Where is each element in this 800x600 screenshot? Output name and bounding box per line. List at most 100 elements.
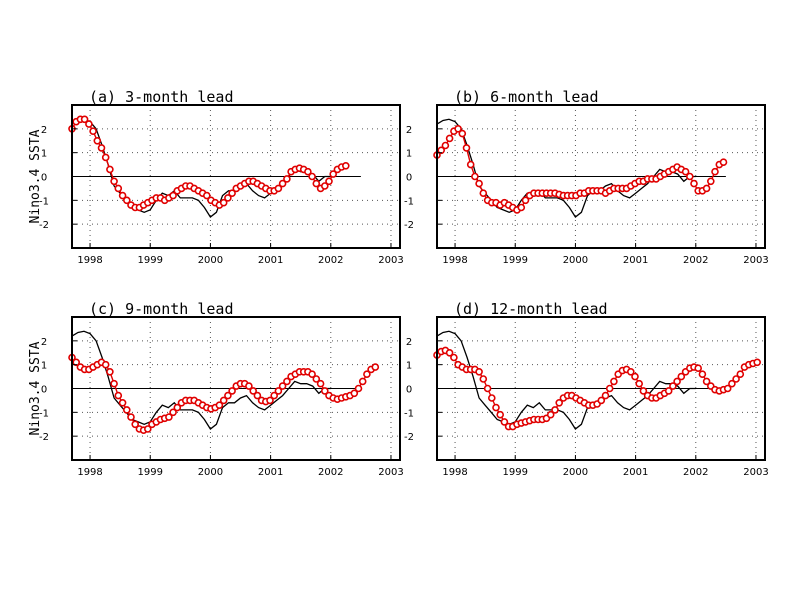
y-axis-label: Nino3.4 SSTA [28, 129, 43, 223]
y-tick-label: -1 [39, 408, 49, 419]
forecast-point [80, 115, 89, 124]
forecast-point [441, 141, 450, 150]
forecast-point [358, 377, 367, 386]
forecast-point [85, 120, 93, 128]
x-tick-label: 2000 [198, 255, 223, 266]
forecast-point [437, 146, 446, 155]
forecast-point [173, 403, 182, 412]
x-tick-label: 2003 [743, 255, 768, 266]
x-tick-label: 1998 [442, 255, 467, 266]
forecast-point [249, 387, 257, 395]
forecast-point [228, 189, 236, 197]
forecast-point [719, 158, 728, 166]
forecast-point [445, 134, 454, 143]
forecast-point [320, 387, 329, 395]
y-tick-label: 0 [406, 385, 412, 396]
observed-line [71, 330, 331, 430]
forecast-point [521, 196, 530, 205]
forecast-point [639, 387, 648, 395]
forecast-point [483, 384, 492, 393]
x-tick-label: 1999 [138, 467, 163, 478]
forecast-point [597, 396, 606, 405]
y-tick-label: 2 [406, 125, 412, 136]
forecast-point [702, 184, 711, 193]
forecast-point [127, 413, 135, 421]
x-tick-label: 2003 [378, 255, 403, 266]
chart-panel-1: 1998 1999 2000 2001 2002 2003 -2 -1 0 1 2 (a) 3-mon… [28, 88, 404, 266]
forecast-point [224, 194, 232, 202]
x-tick-label: 1999 [503, 467, 528, 478]
chart-title: (a) 3-month lead [89, 88, 234, 106]
forecast-point [118, 398, 127, 407]
forecast-point [266, 396, 274, 405]
forecast-point [354, 384, 363, 393]
forecast-point [110, 177, 118, 186]
forecast-point [329, 170, 338, 178]
forecast-point [690, 179, 698, 188]
x-tick-label: 2000 [198, 467, 223, 478]
y-axis-label: Nino3.4 SSTA [28, 341, 43, 435]
y-tick-label: 1 [406, 361, 412, 372]
x-tick-label: 2000 [563, 467, 588, 478]
forecast-point [664, 387, 673, 395]
x-tick-label: 2002 [318, 467, 343, 478]
forecast-point [702, 377, 711, 386]
forecast-point [274, 387, 283, 395]
forecast-point [698, 370, 707, 379]
forecast-point [144, 425, 152, 433]
forecast-point [165, 413, 173, 421]
forecast-point [479, 189, 488, 197]
forecast-point [278, 179, 287, 188]
forecast-point [123, 196, 131, 205]
y-tick-label: 2 [41, 125, 47, 136]
forecast-point [224, 391, 232, 400]
forecast-point [753, 358, 762, 367]
x-tick-label: 2003 [378, 467, 403, 478]
x-tick-label: 2002 [683, 255, 708, 266]
y-tick-label: 1 [41, 361, 47, 372]
forecast-point [610, 377, 618, 386]
x-tick-label: 1998 [77, 467, 102, 478]
forecast-point [492, 403, 500, 412]
forecast-point [685, 172, 694, 181]
observed-line [436, 330, 696, 430]
x-tick-label: 2001 [258, 467, 283, 478]
forecast-point [320, 182, 329, 190]
y-tick-label: 0 [406, 173, 412, 184]
forecast-point [106, 165, 114, 174]
forecast-point [466, 160, 475, 169]
forecast-point [325, 177, 333, 186]
forecast-point [462, 144, 471, 152]
forecast-point [450, 353, 458, 362]
forecast-point [228, 387, 236, 395]
forecast-point [304, 167, 312, 176]
x-tick-label: 2003 [743, 467, 768, 478]
chart-panel-4: 1998 1999 2000 2001 2002 2003 -2 -1 0 1 2 (d) 12-mo… [404, 300, 769, 478]
forecast-point [681, 167, 690, 176]
forecast-point [97, 144, 106, 152]
forecast-point [72, 358, 80, 367]
forecast-point [123, 406, 131, 414]
forecast-point [93, 137, 102, 145]
forecast-point [114, 184, 123, 193]
y-tick-label: -2 [404, 220, 414, 231]
forecast-point [711, 167, 719, 176]
y-tick-label: -1 [404, 196, 414, 207]
x-tick-label: 2002 [318, 255, 343, 266]
x-tick-label: 1999 [503, 255, 528, 266]
forecast-point [363, 370, 371, 379]
forecast-point [278, 382, 287, 390]
forecast-point [475, 179, 483, 188]
forecast-point [283, 175, 291, 183]
forecast-point [169, 191, 177, 200]
forecast-point [316, 379, 325, 388]
forecast-point [694, 364, 703, 373]
forecast-point [677, 372, 686, 381]
forecast-point [308, 172, 316, 181]
forecast-point [341, 162, 350, 170]
forecast-point [203, 191, 211, 200]
x-tick-label: 1999 [138, 255, 163, 266]
forecast-point [475, 367, 483, 376]
forecast-point [253, 391, 262, 400]
forecast-point [219, 396, 228, 405]
